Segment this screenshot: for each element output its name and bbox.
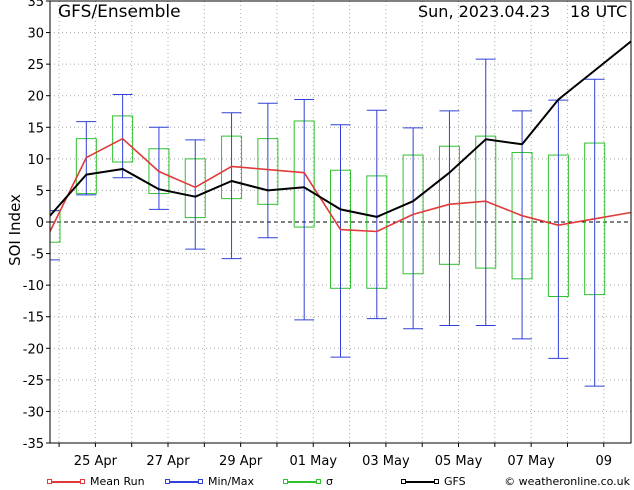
plot-frame [49, 0, 632, 444]
legend: Mean Run Min/Max σ GFS © weatheronline.c… [0, 474, 634, 490]
y-tick-label: 0 [36, 216, 44, 231]
legend-swatch [47, 479, 85, 484]
run-date: Sun, 2023.04.23 [418, 2, 550, 21]
run-time: 18 UTC [570, 2, 627, 21]
legend-label: σ [326, 475, 333, 488]
series-line-mean-run [50, 137, 631, 233]
x-tick-label: 09 [595, 454, 612, 469]
sigma-box [50, 210, 61, 243]
x-tick-label: 29 Apr [219, 454, 263, 469]
y-tick-label: 20 [27, 90, 44, 105]
y-tick-label: -25 [23, 374, 44, 389]
credit-text: © weatheronline.co.uk [504, 475, 630, 488]
min-max-whiskers [50, 58, 605, 387]
y-tick-label: -35 [23, 437, 44, 452]
y-axis-label: SOI Index [6, 194, 24, 266]
x-tick-label: 03 May [362, 454, 410, 469]
soi-chart: -35 -30 -25 -20 -15 -10 -5 0 5 10 15 20 25 30 35 25 Apr… [6, 0, 632, 469]
y-tick-label: -15 [23, 311, 44, 326]
y-tick-label: 30 [27, 27, 44, 42]
x-tick-label: 25 Apr [74, 454, 118, 469]
chart-title: GFS/Ensemble [58, 2, 181, 22]
chart-grid [50, 1, 631, 443]
legend-swatch [283, 479, 321, 484]
y-tick-label: -20 [23, 342, 44, 357]
legend-label: Min/Max [208, 475, 254, 488]
x-tick-label: 27 Apr [146, 454, 190, 469]
y-tick-label: 35 [27, 0, 44, 10]
x-tick-label: 07 May [507, 454, 555, 469]
y-tick-label: 25 [27, 58, 44, 73]
legend-label: Mean Run [90, 475, 145, 488]
y-tick-label: -30 [23, 405, 44, 420]
x-tick-label: 05 May [435, 454, 483, 469]
y-tick-label: -10 [23, 279, 44, 294]
x-tick-label: 01 May [289, 454, 337, 469]
chart-axes: -35 -30 -25 -20 -15 -10 -5 0 5 10 15 20 25 30 35 25 Apr… [23, 0, 632, 469]
y-tick-label: 10 [27, 153, 44, 168]
y-tick-label: -5 [31, 248, 44, 263]
legend-swatch [165, 479, 203, 484]
y-tick-label: 5 [36, 184, 44, 199]
legend-label: GFS [444, 475, 466, 488]
y-tick-label: 15 [27, 121, 44, 136]
series-line-gfs [50, 40, 631, 218]
series-lines [50, 40, 631, 233]
legend-swatch [401, 479, 439, 484]
